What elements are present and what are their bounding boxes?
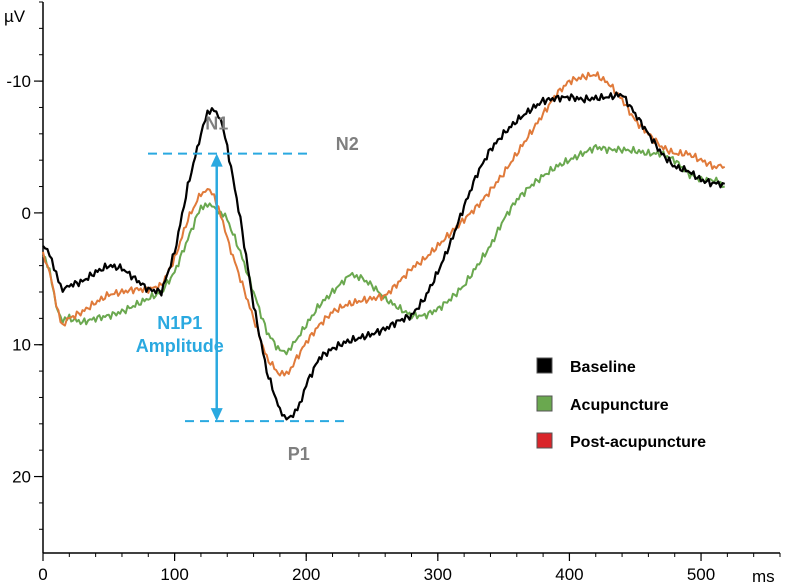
legend-label-baseline: Baseline bbox=[570, 359, 636, 376]
series-line-post-acupuncture bbox=[42, 71, 726, 377]
series-line-acupuncture bbox=[42, 144, 725, 356]
legend-swatch-acupuncture bbox=[536, 395, 553, 412]
y-tick-label: -10 bbox=[6, 72, 31, 91]
y-tick-label: 10 bbox=[12, 336, 31, 355]
x-tick-label: 400 bbox=[555, 565, 583, 584]
annotations: N1 N2 P1 N1P1 Amplitude bbox=[136, 114, 359, 465]
x-tick-label: 0 bbox=[38, 565, 47, 584]
amplitude-label-line1: N1P1 bbox=[157, 313, 202, 333]
legend-swatch-post-acupuncture bbox=[536, 432, 553, 449]
n2-label: N2 bbox=[336, 134, 359, 154]
n1-label: N1 bbox=[205, 114, 228, 134]
x-tick-label: 300 bbox=[424, 565, 452, 584]
series-line-baseline bbox=[42, 91, 726, 421]
y-tick-label: 0 bbox=[22, 204, 31, 223]
amplitude-label-line2: Amplitude bbox=[136, 336, 224, 356]
x-tick-label: 100 bbox=[160, 565, 188, 584]
legend-label-post-acupuncture: Post-acupuncture bbox=[570, 434, 706, 451]
x-unit-label: ms bbox=[752, 567, 775, 584]
p1-label: P1 bbox=[288, 444, 310, 464]
x-tick-label: 500 bbox=[687, 565, 715, 584]
amplitude-arrow-head-top bbox=[210, 153, 223, 167]
x-tick-label: 200 bbox=[292, 565, 320, 584]
legend-label-acupuncture: Acupuncture bbox=[570, 397, 669, 414]
y-unit-label: µV bbox=[4, 7, 26, 26]
legend-swatch-baseline bbox=[536, 357, 553, 374]
series-group bbox=[42, 71, 726, 421]
amplitude-arrow-head-bottom bbox=[210, 408, 223, 422]
y-tick-label: 20 bbox=[12, 468, 31, 487]
legend: Baseline Acupuncture Post-acupuncture bbox=[536, 357, 706, 451]
